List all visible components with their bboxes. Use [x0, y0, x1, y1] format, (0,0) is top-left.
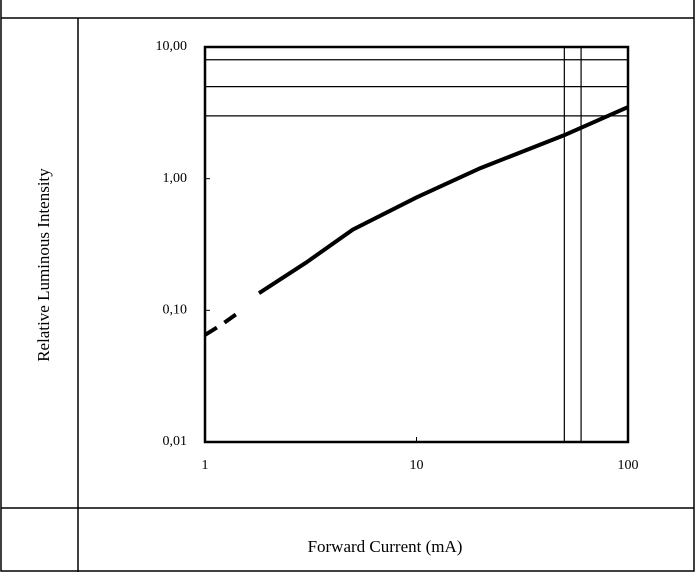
y-tick-label: 0,10	[163, 303, 188, 318]
x-tick-label: 1	[202, 458, 209, 473]
plot-frame	[203, 45, 630, 444]
data-line	[257, 105, 629, 295]
y-tick-label: 1,00	[163, 171, 188, 186]
x-tick-label: 100	[618, 458, 639, 473]
y-tick-label: 10,00	[156, 39, 188, 54]
y-axis-label: Relative Luminous Intensity	[34, 168, 53, 362]
x-axis-label: Forward Current (mA)	[308, 537, 463, 556]
y-tick-label: 0,01	[163, 434, 188, 449]
x-tick-label: 10	[410, 458, 424, 473]
data-line	[203, 312, 238, 337]
